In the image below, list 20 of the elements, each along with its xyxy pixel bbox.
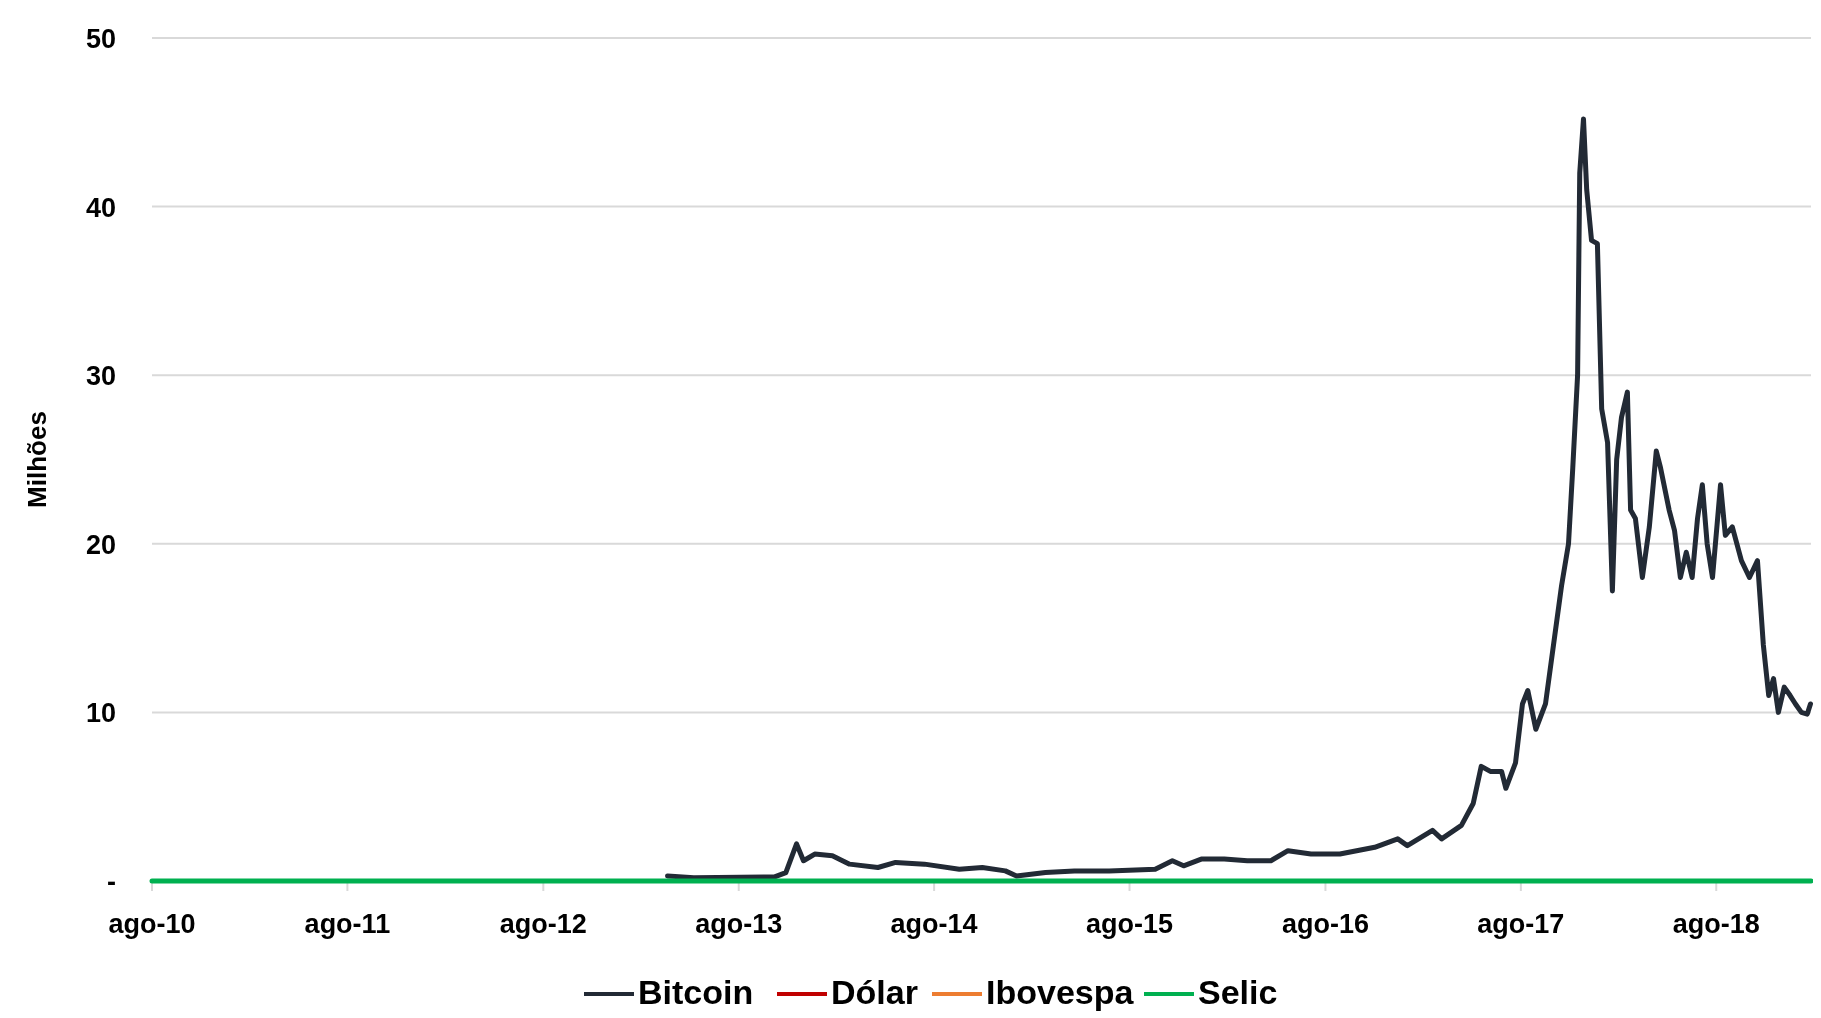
legend-label: Selic — [1198, 973, 1278, 1011]
x-tick-label: ago-15 — [1086, 909, 1174, 939]
x-tick-label: ago-10 — [108, 909, 196, 939]
x-tick-label: ago-16 — [1281, 909, 1369, 939]
y-tick-label: 20 — [85, 529, 116, 560]
x-tick-label: ago-17 — [1477, 909, 1565, 939]
y-tick-label: 30 — [85, 361, 116, 392]
legend-label: Ibovespa — [986, 973, 1135, 1011]
x-tick-label: ago-12 — [499, 909, 587, 939]
y-tick-label: 10 — [85, 698, 116, 729]
x-tick-label: ago-13 — [695, 909, 783, 939]
y-tick-label: 50 — [85, 24, 116, 54]
y-tick-label: - — [107, 867, 116, 897]
x-tick-label: ago-11 — [304, 909, 391, 939]
x-tick-label: ago-18 — [1672, 909, 1760, 939]
x-tick-label: ago-14 — [890, 909, 978, 939]
legend-label: Dólar — [831, 973, 918, 1011]
y-axis-title: Milhões — [22, 411, 52, 508]
y-tick-label: 40 — [85, 192, 116, 223]
legend-label: Bitcoin — [638, 973, 754, 1011]
